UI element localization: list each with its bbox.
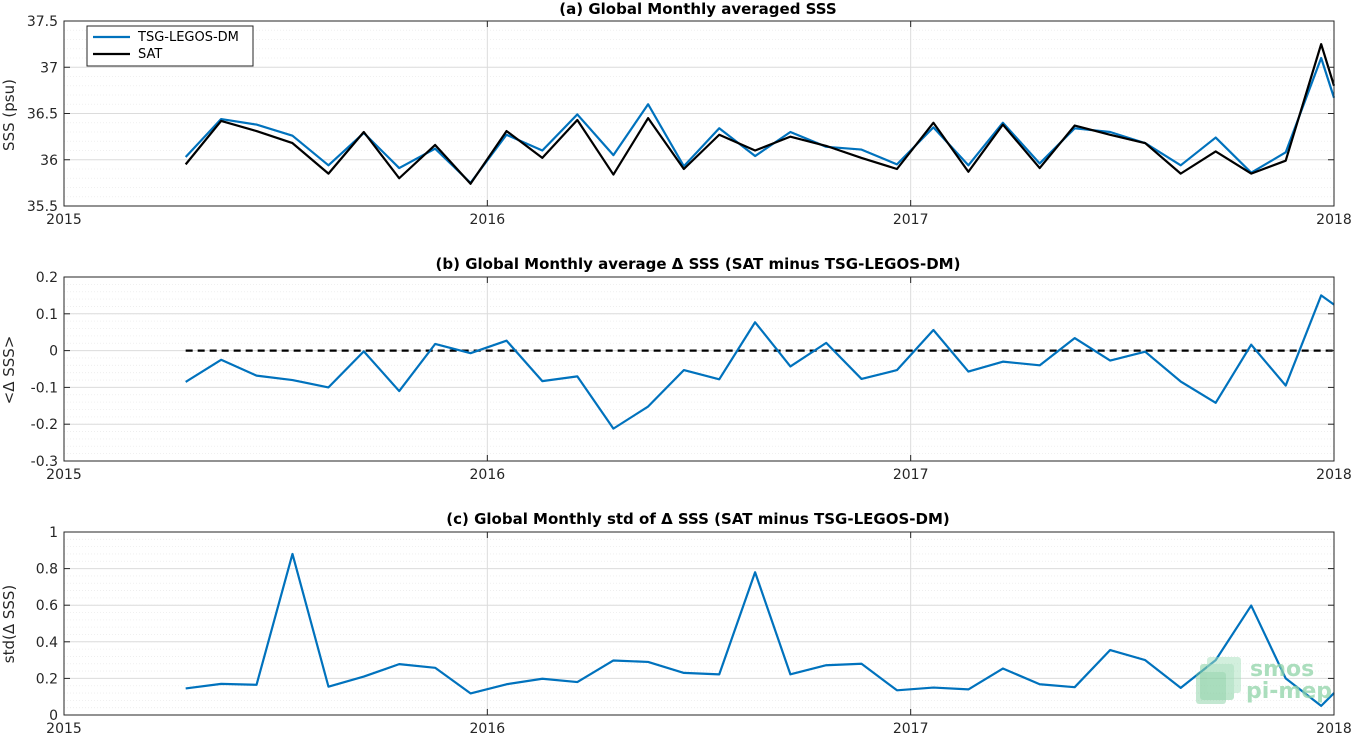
panel-c-ylabel: std(Δ SSS) <box>0 585 18 664</box>
panel-c-y-tick-label: 0 <box>49 708 58 724</box>
panel-a-y-tick-label: 37.5 <box>27 14 58 30</box>
panel-c-series-delta-sss <box>185 552 1335 707</box>
panel-b-series-delta-sss <box>185 294 1335 430</box>
panel-b-y-tick-label: -0.1 <box>31 380 58 396</box>
panel-c-y-tick-label: 0.6 <box>36 598 58 614</box>
panel-b-series <box>185 294 1335 430</box>
panel-c-axes: 2015 2016 2017 2018 0 0.2 0.4 0.6 0.8 1 <box>36 525 1352 737</box>
panel-c-y-tick-label: 0.8 <box>36 562 58 578</box>
panel-a-y-tick-label: 36.5 <box>27 107 58 123</box>
legend-label-tsg: TSG-LEGOS-DM <box>137 30 239 45</box>
panel-b-y-tick-label: -0.3 <box>31 454 58 470</box>
logo-icon <box>1196 657 1241 704</box>
legend-box <box>86 25 254 67</box>
panel-c-x-tick-label: 2017 <box>893 721 929 737</box>
panel-b-x-tick-label: 2015 <box>46 467 82 483</box>
panel-a-x-tick-label: 2015 <box>46 212 82 228</box>
panel-b: (b) Global Monthly average Δ SSS (SAT mi… <box>0 255 1352 483</box>
panel-c-plot-area <box>64 532 1334 715</box>
panel-c-series <box>185 552 1335 707</box>
panel-b-y-tick-label: 0.1 <box>36 307 58 323</box>
panel-c-title: (c) Global Monthly std of Δ SSS (SAT min… <box>446 510 949 528</box>
panel-a-x-tick-label: 2016 <box>470 212 506 228</box>
panel-b-y-tick-label: 0.2 <box>36 270 58 286</box>
panel-b-x-tick-label: 2018 <box>1316 467 1352 483</box>
panel-c-x-tick-label: 2016 <box>470 721 506 737</box>
panel-a-y-tick-label: 37 <box>40 60 58 76</box>
panel-c-grid <box>63 531 1335 716</box>
panel-a-title: (a) Global Monthly averaged SSS <box>559 0 836 18</box>
panel-a-axes: 2015 2016 2017 2018 35.5 36 36.5 37 37.5 <box>27 14 1352 228</box>
panel-b-axes-box <box>63 276 1335 462</box>
panel-a-series-sat <box>184 43 1336 185</box>
logo-text-pimep: pi-mep <box>1246 679 1332 704</box>
panel-a-series <box>184 43 1336 185</box>
panel-c-y-tick-label: 0.2 <box>36 671 58 687</box>
panel-b-y-tick-label: -0.2 <box>31 417 58 433</box>
panel-c-y-tick-label: 0.4 <box>36 635 58 651</box>
panel-c-x-tick-label: 2015 <box>46 721 82 737</box>
panel-b-y-tick-label: 0 <box>49 344 58 360</box>
panel-a-x-tick-label: 2018 <box>1316 212 1352 228</box>
legend-label-sat: SAT <box>138 47 162 62</box>
panel-a: (a) Global Monthly averaged SSS SSS (psu… <box>0 0 1352 228</box>
panel-c-x-tick-label: 2018 <box>1316 721 1352 737</box>
panel-b-x-tick-label: 2017 <box>893 467 929 483</box>
smos-pimep-logo: smos pi-mep <box>1196 657 1332 704</box>
panel-c: (c) Global Monthly std of Δ SSS (SAT min… <box>0 510 1352 737</box>
panel-a-x-tick-label: 2017 <box>893 212 929 228</box>
panel-a-ylabel: SSS (psu) <box>0 79 18 151</box>
panel-b-plot-area <box>64 277 1334 461</box>
logo-text-smos: smos <box>1250 657 1314 682</box>
panel-b-title: (b) Global Monthly average Δ SSS (SAT mi… <box>436 255 961 273</box>
panel-b-grid <box>63 276 1335 462</box>
panel-a-y-tick-label: 36 <box>40 153 58 169</box>
panel-a-grid <box>63 20 1335 207</box>
legend: TSG-LEGOS-DM SAT <box>86 25 254 67</box>
panel-b-ylabel: <Δ SSS> <box>0 336 18 405</box>
panel-a-y-tick-label: 35.5 <box>27 199 58 215</box>
panel-c-axes-box <box>63 531 1335 716</box>
panel-b-axes: 2015 2016 2017 2018 -0.3 -0.2 -0.1 0 0.1 0.2 <box>31 270 1352 483</box>
panel-b-x-tick-label: 2016 <box>470 467 506 483</box>
panel-c-y-tick-label: 1 <box>49 525 58 541</box>
